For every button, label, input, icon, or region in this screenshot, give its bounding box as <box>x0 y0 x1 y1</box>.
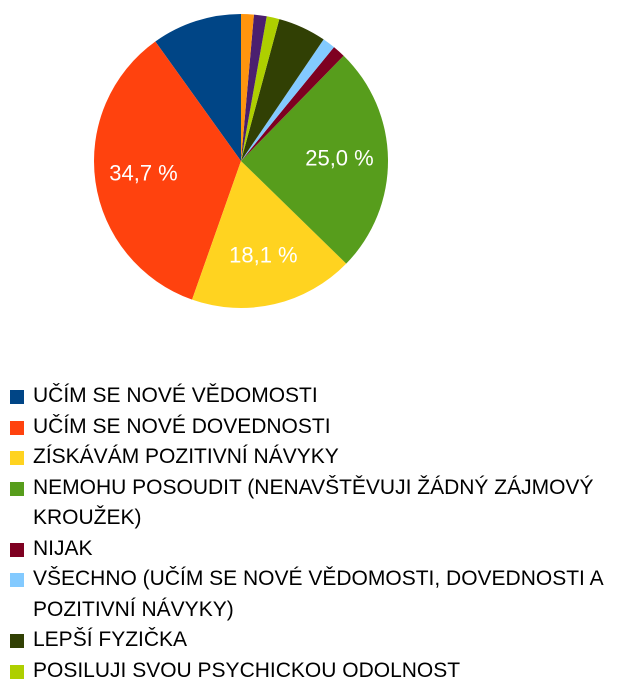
legend-item: POSILUJI SVOU PSYCHICKOU ODOLNOST <box>10 656 610 686</box>
legend-item: UČÍM SE NOVÉ VĚDOMOSTI <box>10 381 610 412</box>
legend-item: NEMOHU POSOUDIT (NENAVŠTĚVUJI ŽÁDNÝ ZÁJM… <box>10 473 610 534</box>
legend-label: POSILUJI SVOU PSYCHICKOU ODOLNOST <box>33 659 460 682</box>
data-label: 25,0 % <box>305 146 374 171</box>
data-label: 34,7 % <box>109 161 178 186</box>
legend-label: NIJAK <box>33 537 93 560</box>
legend-item: VŠECHNO (UČÍM SE NOVÉ VĚDOMOSTI, DOVEDNO… <box>10 564 610 625</box>
legend: UČÍM SE NOVÉ VĚDOMOSTI UČÍM SE NOVÉ DOVED… <box>10 381 610 686</box>
legend-label: UČÍM SE NOVÉ VĚDOMOSTI <box>33 384 318 407</box>
legend-label: NEMOHU POSOUDIT (NENAVŠTĚVUJI ŽÁDNÝ ZÁJM… <box>33 476 593 530</box>
legend-label: VŠECHNO (UČÍM SE NOVÉ VĚDOMOSTI, DOVEDNO… <box>33 567 602 621</box>
data-label: 18,1 % <box>229 243 298 268</box>
legend-label: ZÍSKÁVÁM POZITIVNÍ NÁVYKY <box>33 445 339 468</box>
legend-swatch <box>10 543 24 557</box>
legend-label: UČÍM SE NOVÉ DOVEDNOSTI <box>33 415 331 438</box>
legend-swatch <box>10 421 24 435</box>
legend-swatch <box>10 634 24 648</box>
legend-item: ZÍSKÁVÁM POZITIVNÍ NÁVYKY <box>10 442 610 473</box>
legend-swatch <box>10 573 24 587</box>
legend-item: LEPŠÍ FYZIČKA <box>10 625 610 656</box>
legend-item: NIJAK <box>10 534 610 565</box>
legend-item: UČÍM SE NOVÉ DOVEDNOSTI <box>10 412 610 443</box>
legend-swatch <box>10 390 24 404</box>
legend-swatch <box>10 451 24 465</box>
legend-swatch <box>10 665 24 679</box>
legend-label: LEPŠÍ FYZIČKA <box>33 628 187 651</box>
legend-swatch <box>10 482 24 496</box>
